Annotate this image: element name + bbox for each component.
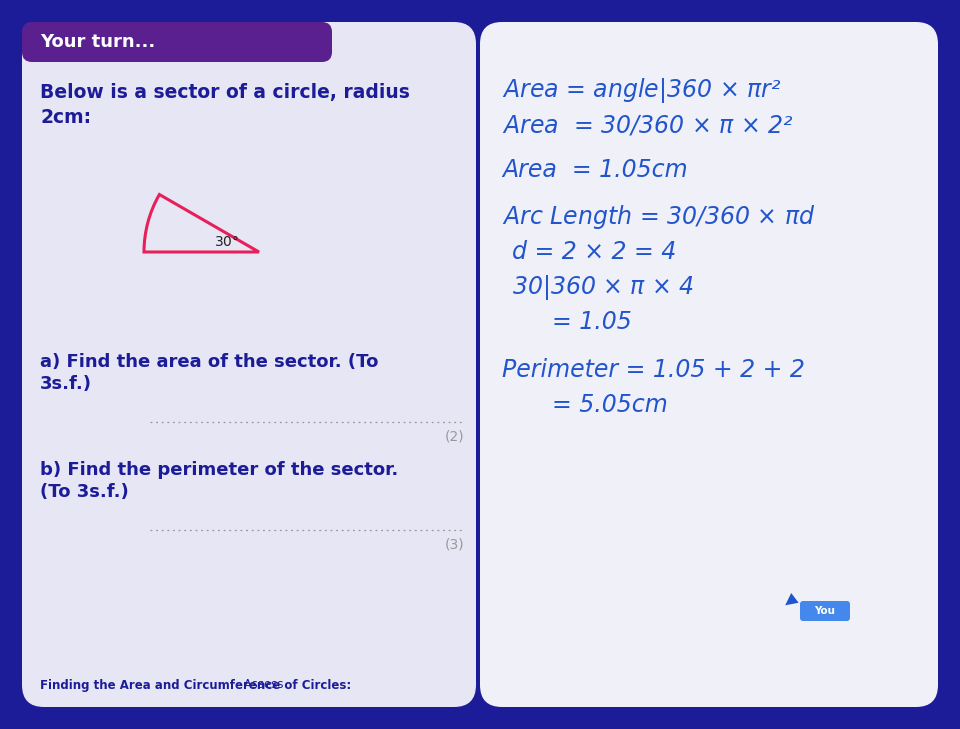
Text: Perimeter = 1.05 + 2 + 2: Perimeter = 1.05 + 2 + 2: [502, 358, 804, 382]
Text: Below is a sector of a circle, radius: Below is a sector of a circle, radius: [40, 82, 410, 101]
Text: a) Find the area of the sector. (To: a) Find the area of the sector. (To: [40, 353, 378, 371]
Text: 2cm:: 2cm:: [40, 107, 91, 127]
FancyBboxPatch shape: [22, 22, 332, 62]
Text: Area = angle|360 × $\pi$r²: Area = angle|360 × $\pi$r²: [502, 76, 781, 104]
Text: 3s.f.): 3s.f.): [40, 375, 92, 393]
Text: = 5.05cm: = 5.05cm: [552, 393, 668, 417]
Text: Area  = 30/360 × $\pi$ × 2²: Area = 30/360 × $\pi$ × 2²: [502, 113, 794, 137]
Text: 30|360 × $\pi$ × 4: 30|360 × $\pi$ × 4: [512, 273, 694, 302]
Text: = 1.05: = 1.05: [552, 310, 632, 334]
Text: Area  = 1.05cm: Area = 1.05cm: [502, 158, 687, 182]
FancyBboxPatch shape: [20, 20, 940, 709]
Text: (3): (3): [444, 537, 464, 551]
Text: $30°$: $30°$: [214, 235, 240, 249]
Text: You: You: [814, 606, 835, 616]
Text: Assess: Assess: [240, 679, 283, 692]
Text: Finding the Area and Circumference of Circles:: Finding the Area and Circumference of Ci…: [40, 679, 351, 692]
FancyBboxPatch shape: [480, 22, 938, 707]
FancyBboxPatch shape: [800, 601, 850, 621]
FancyBboxPatch shape: [22, 22, 476, 707]
Text: b) Find the perimeter of the sector.: b) Find the perimeter of the sector.: [40, 461, 398, 479]
Text: (To 3s.f.): (To 3s.f.): [40, 483, 129, 501]
Text: Arc Length = 30/360 × $\pi$d: Arc Length = 30/360 × $\pi$d: [502, 203, 816, 231]
Text: d = 2 × 2 = 4: d = 2 × 2 = 4: [512, 240, 676, 264]
Text: Your turn...: Your turn...: [40, 33, 156, 51]
Text: (2): (2): [444, 429, 464, 443]
